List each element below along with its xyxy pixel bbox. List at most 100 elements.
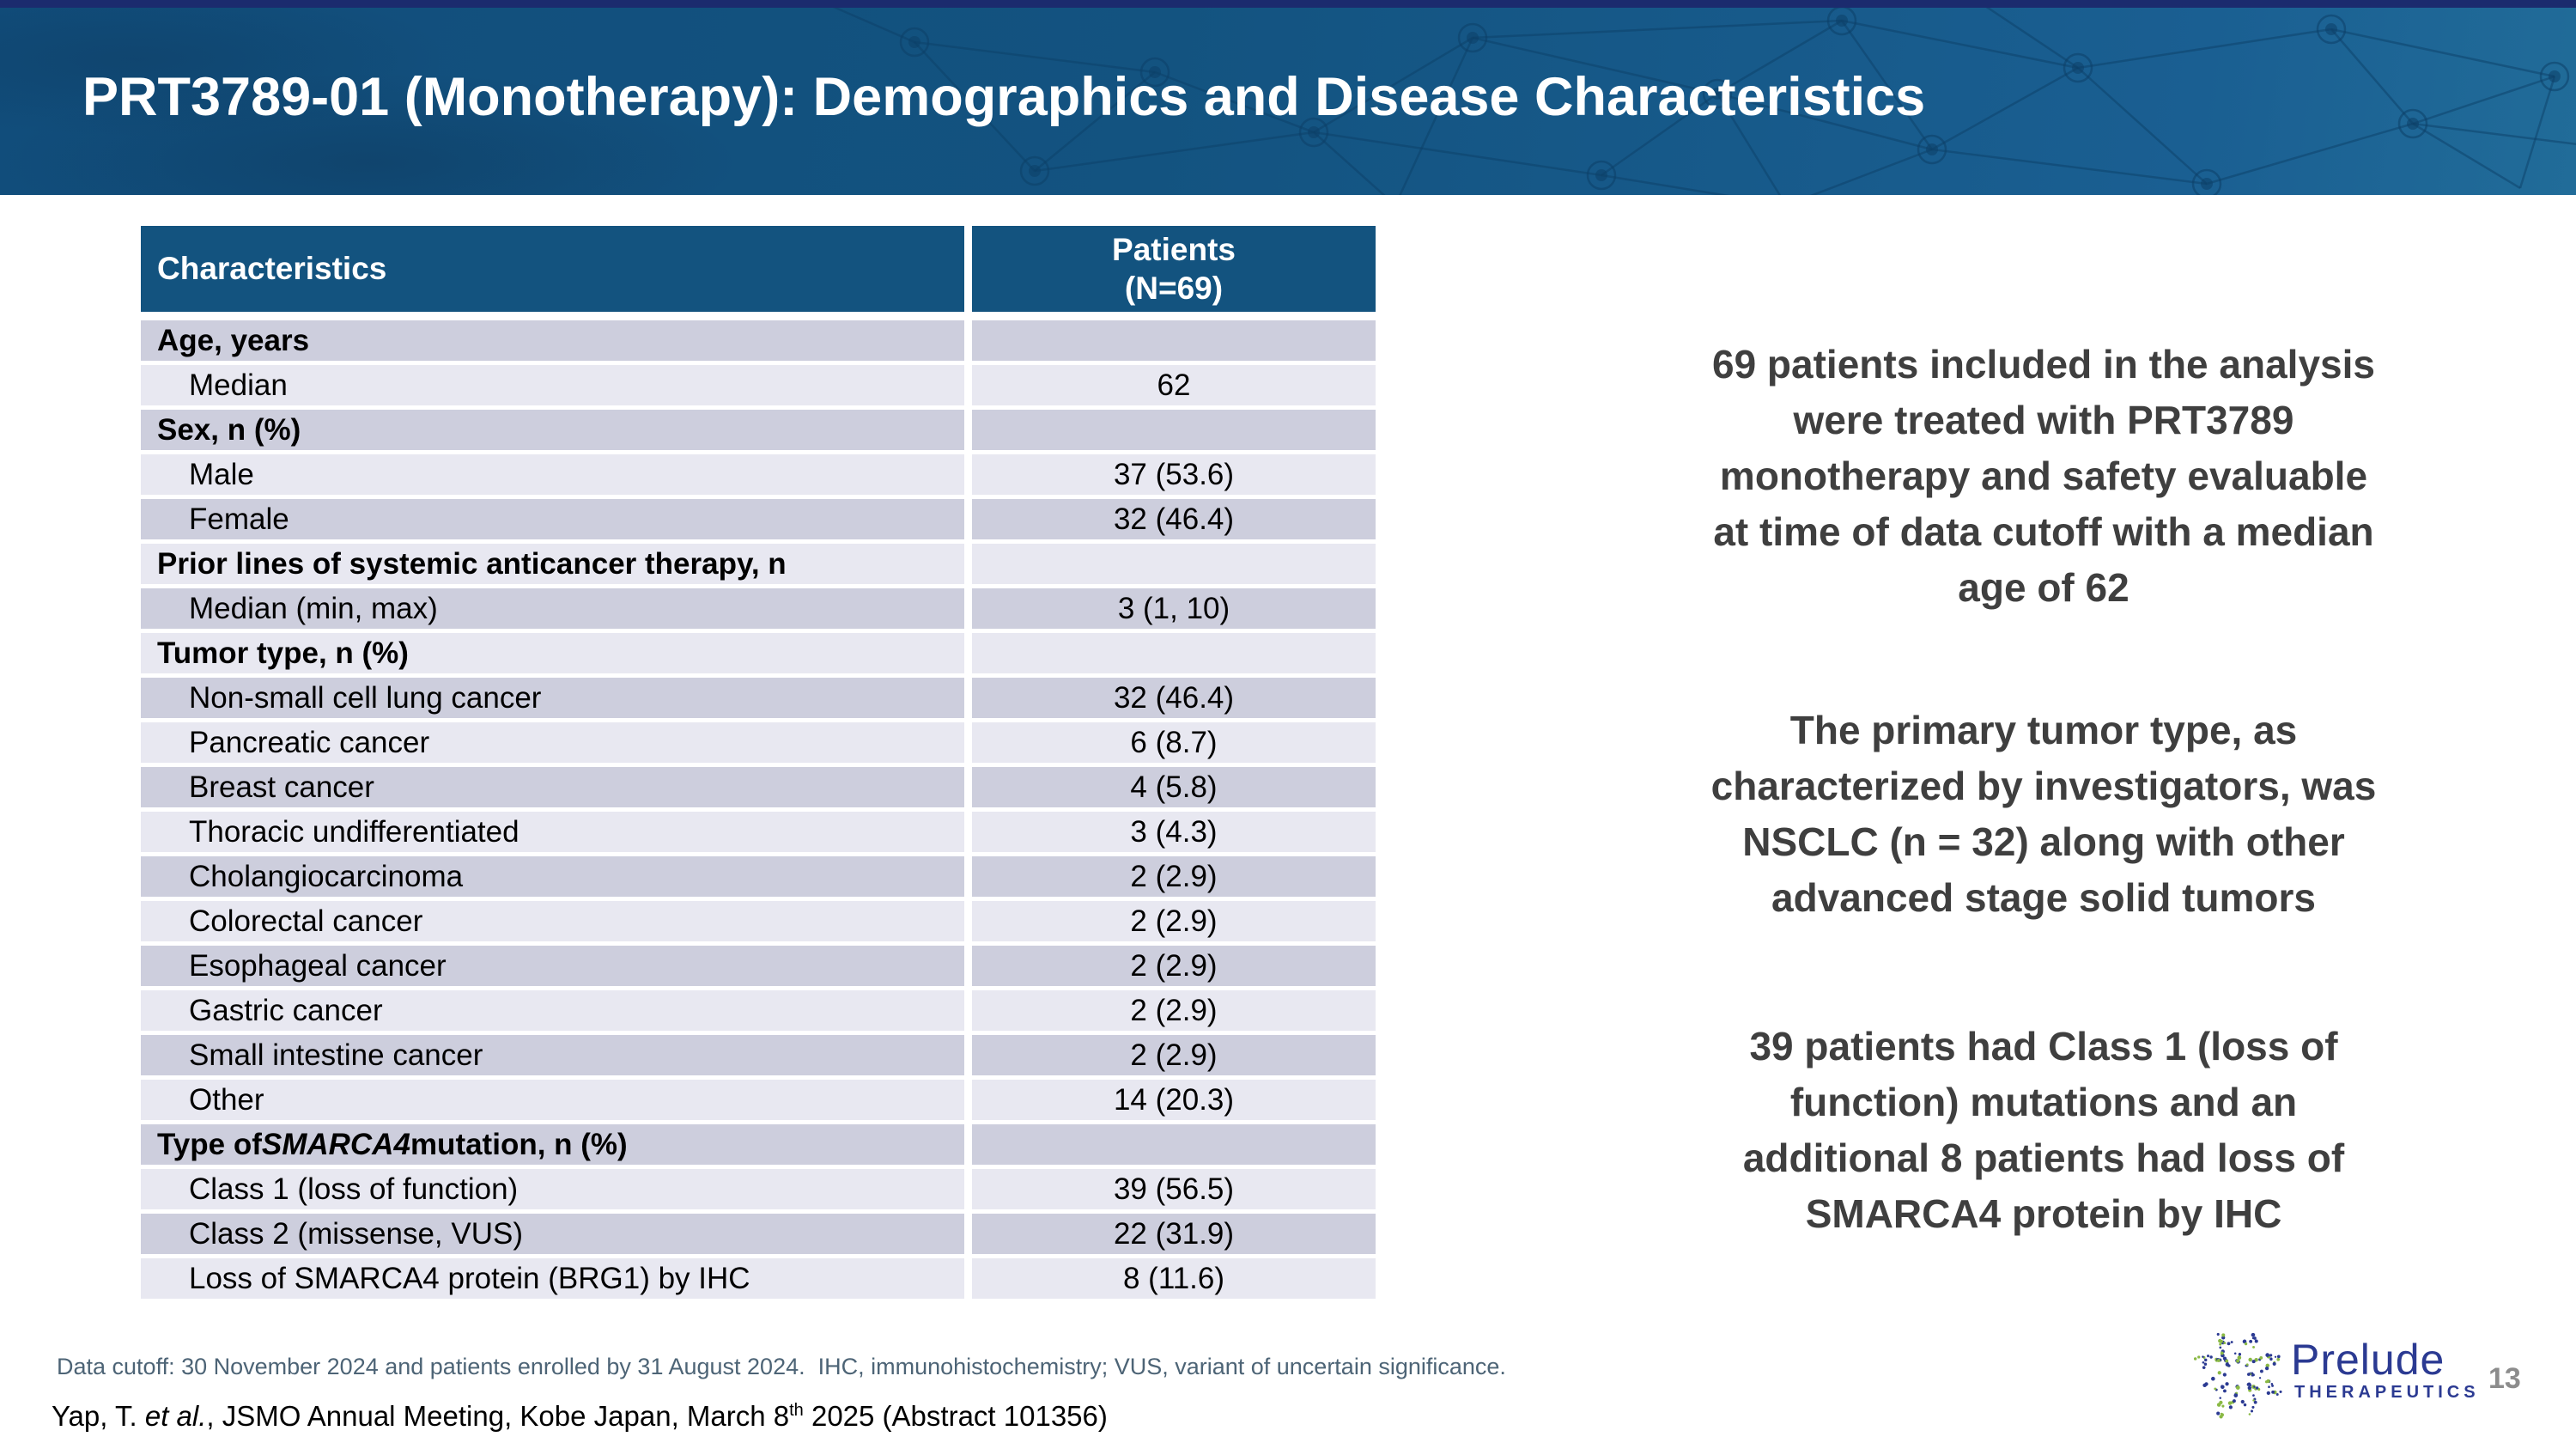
logo-wordmark: Prelude xyxy=(2291,1336,2445,1384)
table-body: Age, years Median 62 Sex, n (%) Male 37 (53.6… xyxy=(141,320,1376,1299)
summary-line: characterized by investigators, was xyxy=(1710,764,2377,808)
summary-block: 39 patients had Class 1 (loss of function… xyxy=(1537,1019,2550,1242)
logo-starburst-icon xyxy=(2193,1332,2282,1419)
row-value xyxy=(972,544,1376,584)
summary-line: 69 patients included in the analysis xyxy=(1711,342,2375,387)
row-label: Class 1 (loss of function) xyxy=(141,1169,972,1209)
summary-line: SMARCA4 protein by IHC xyxy=(1805,1191,2282,1236)
row-value xyxy=(972,410,1376,450)
row-label: Class 2 (missense, VUS) xyxy=(141,1214,972,1254)
summary-line: advanced stage solid tumors xyxy=(1771,875,2316,920)
summary-line: monotherapy and safety evaluable xyxy=(1719,454,2368,498)
row-value: 39 (56.5) xyxy=(972,1169,1376,1209)
network-pattern-decoration xyxy=(832,8,2576,195)
table-row: Breast cancer 4 (5.8) xyxy=(141,767,1376,807)
row-value xyxy=(972,1124,1376,1165)
summary-line: NSCLC (n = 32) along with other xyxy=(1742,819,2345,864)
table-row: Small intestine cancer 2 (2.9) xyxy=(141,1035,1376,1075)
row-label: Tumor type, n (%) xyxy=(141,633,972,673)
table-row: Other 14 (20.3) xyxy=(141,1080,1376,1120)
row-value: 14 (20.3) xyxy=(972,1080,1376,1120)
row-value: 4 (5.8) xyxy=(972,767,1376,807)
table-row: Female 32 (46.4) xyxy=(141,499,1376,539)
table-row: Median 62 xyxy=(141,365,1376,405)
table-row: Non-small cell lung cancer 32 (46.4) xyxy=(141,678,1376,718)
table-row: Sex, n (%) xyxy=(141,410,1376,450)
row-value: 62 xyxy=(972,365,1376,405)
table-row: Thoracic undifferentiated 3 (4.3) xyxy=(141,812,1376,852)
column-header-characteristics: Characteristics xyxy=(141,226,972,312)
row-value: 2 (2.9) xyxy=(972,856,1376,897)
row-label: Pancreatic cancer xyxy=(141,722,972,763)
title-banner: PRT3789-01 (Monotherapy): Demographics a… xyxy=(0,8,2576,195)
row-value: 32 (46.4) xyxy=(972,499,1376,539)
row-label: Esophageal cancer xyxy=(141,946,972,986)
summary-line: The primary tumor type, as xyxy=(1789,708,2298,752)
row-label: Median (min, max) xyxy=(141,588,972,629)
table-row: Age, years xyxy=(141,320,1376,361)
row-label: Cholangiocarcinoma xyxy=(141,856,972,897)
row-value: 37 (53.6) xyxy=(972,454,1376,495)
table-row: Median (min, max) 3 (1, 10) xyxy=(141,588,1376,629)
footnote: Data cutoff: 30 November 2024 and patien… xyxy=(57,1354,1506,1379)
top-accent-strip xyxy=(0,0,2576,8)
table-row: Gastric cancer 2 (2.9) xyxy=(141,990,1376,1031)
table-row: Cholangiocarcinoma 2 (2.9) xyxy=(141,856,1376,897)
row-value: 22 (31.9) xyxy=(972,1214,1376,1254)
row-label: Non-small cell lung cancer xyxy=(141,678,972,718)
citation: Yap, T. et al., JSMO Annual Meeting, Kob… xyxy=(52,1400,1108,1432)
summary-block: 69 patients included in the analysis were… xyxy=(1537,337,2550,616)
table-row: Loss of SMARCA4 protein (BRG1) by IHC 8 (… xyxy=(141,1258,1376,1299)
table-row: Male 37 (53.6) xyxy=(141,454,1376,495)
table-row: Tumor type, n (%) xyxy=(141,633,1376,673)
table-row: Esophageal cancer 2 (2.9) xyxy=(141,946,1376,986)
summary-line: age of 62 xyxy=(1958,565,2129,610)
row-value: 3 (4.3) xyxy=(972,812,1376,852)
row-label: Gastric cancer xyxy=(141,990,972,1031)
table-row: Colorectal cancer 2 (2.9) xyxy=(141,901,1376,941)
row-label: Age, years xyxy=(141,320,972,361)
logo-subtitle: THERAPEUTICS xyxy=(2294,1383,2480,1402)
table-row: Prior lines of systemic anticancer thera… xyxy=(141,544,1376,584)
column-header-patients: Patients (N=69) xyxy=(972,226,1376,312)
row-label: Other xyxy=(141,1080,972,1120)
summary-line: function) mutations and an xyxy=(1789,1080,2298,1124)
row-label: Colorectal cancer xyxy=(141,901,972,941)
row-value: 6 (8.7) xyxy=(972,722,1376,763)
summary-line: 39 patients had Class 1 (loss of xyxy=(1749,1024,2338,1068)
page-number: 13 xyxy=(2488,1362,2521,1395)
table-row: Class 2 (missense, VUS) 22 (31.9) xyxy=(141,1214,1376,1254)
table-row: Type of SMARCA4 mutation, n (%) xyxy=(141,1124,1376,1165)
row-label: Thoracic undifferentiated xyxy=(141,812,972,852)
row-value: 2 (2.9) xyxy=(972,990,1376,1031)
row-label: Loss of SMARCA4 protein (BRG1) by IHC xyxy=(141,1258,972,1299)
summary-line: additional 8 patients had loss of xyxy=(1742,1135,2345,1180)
demographics-table: Characteristics Patients (N=69) Age, yea… xyxy=(141,226,1376,1303)
row-value xyxy=(972,320,1376,361)
row-value: 32 (46.4) xyxy=(972,678,1376,718)
row-label: Female xyxy=(141,499,972,539)
row-value: 2 (2.9) xyxy=(972,946,1376,986)
row-value: 2 (2.9) xyxy=(972,901,1376,941)
row-value: 3 (1, 10) xyxy=(972,588,1376,629)
row-label: Sex, n (%) xyxy=(141,410,972,450)
prelude-logo: Prelude THERAPEUTICS xyxy=(2190,1323,2533,1443)
patients-header-line1: Patients xyxy=(1112,232,1236,267)
patients-header-line2: (N=69) xyxy=(1124,271,1224,306)
row-label: Breast cancer xyxy=(141,767,972,807)
row-value: 8 (11.6) xyxy=(972,1258,1376,1299)
summary-line: were treated with PRT3789 xyxy=(1793,398,2294,442)
table-header-row: Characteristics Patients (N=69) xyxy=(141,226,1376,312)
row-label: Male xyxy=(141,454,972,495)
summary-block: The primary tumor type, as characterized … xyxy=(1537,703,2550,926)
row-value xyxy=(972,633,1376,673)
table-row: Class 1 (loss of function) 39 (56.5) xyxy=(141,1169,1376,1209)
row-label: Median xyxy=(141,365,972,405)
row-label: Prior lines of systemic anticancer thera… xyxy=(141,544,972,584)
summary-line: at time of data cutoff with a median xyxy=(1713,509,2374,554)
page-title: PRT3789-01 (Monotherapy): Demographics a… xyxy=(82,67,1926,127)
summary-panel: 69 patients included in the analysis were… xyxy=(1537,0,2550,1449)
row-value: 2 (2.9) xyxy=(972,1035,1376,1075)
row-label: Small intestine cancer xyxy=(141,1035,972,1075)
